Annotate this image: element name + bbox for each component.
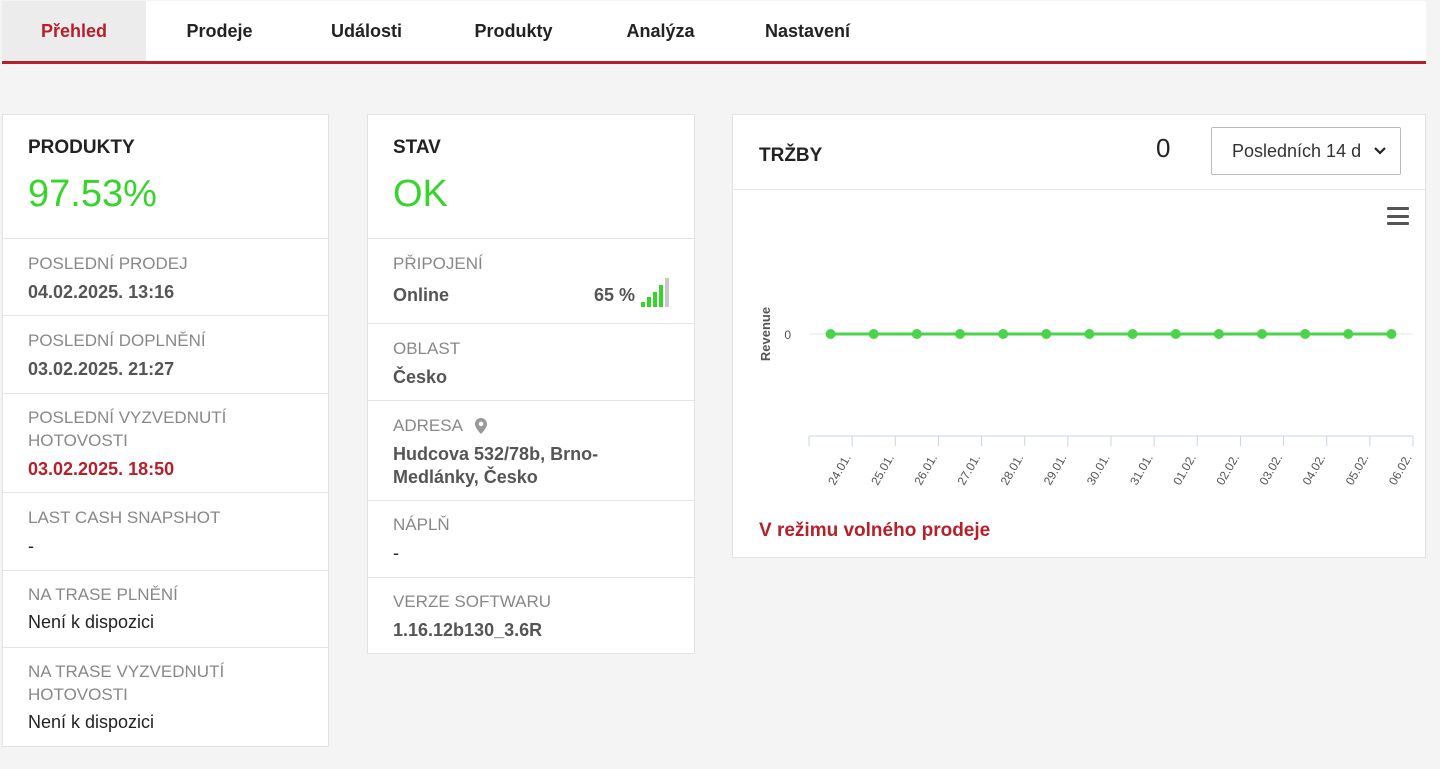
status-title: STAV	[393, 137, 441, 158]
x-tick-label: 28.01.	[998, 452, 1027, 488]
route-cash-row: NA TRASE VYZVEDNUTÍ HOTOVOSTI Není k dis…	[3, 647, 328, 746]
fill-label: NÁPLŇ	[393, 515, 450, 534]
address-row: ADRESA Hudcova 532/78b, Brno-Medlánky, Č…	[368, 400, 694, 500]
area-row: OBLAST Česko	[368, 323, 694, 400]
route-fill-label: NA TRASE PLNĚNÍ	[28, 585, 178, 604]
x-tick-label: 01.02.	[1170, 452, 1199, 488]
data-point	[1300, 329, 1311, 339]
last-refill-label: POSLEDNÍ DOPLNĚNÍ	[28, 331, 206, 350]
last-cash-row: POSLEDNÍ VYZVEDNUTÍ HOTOVOSTI 03.02.2025…	[3, 393, 328, 492]
area-value: Česko	[393, 367, 448, 387]
connection-label: PŘIPOJENÍ	[393, 254, 483, 273]
address-label: ADRESA	[393, 416, 463, 435]
status-value: OK	[393, 173, 448, 215]
products-summary: PRODUKTY 97.53%	[3, 115, 328, 238]
period-selected-value: Posledních 14 dní	[1232, 140, 1377, 161]
main-tabs: Přehled Prodeje Události Produkty Analýz…	[2, 1, 1426, 64]
x-tick-label: 25.01.	[868, 452, 897, 488]
chart-menu-icon[interactable]	[1387, 207, 1409, 225]
data-point	[1127, 329, 1138, 339]
data-point	[955, 329, 965, 339]
data-point	[1170, 329, 1181, 339]
x-tick-label: 27.01.	[954, 452, 983, 488]
area-label: OBLAST	[393, 339, 461, 358]
data-point	[1343, 329, 1354, 339]
cash-snapshot-value: -	[28, 536, 34, 556]
signal-strength-icon	[641, 277, 669, 307]
tab-nastaveni[interactable]: Nastavení	[764, 20, 851, 41]
fill-row: NÁPLŇ -	[368, 500, 694, 577]
route-fill-value: Není k dispozici	[28, 612, 155, 632]
data-point	[1084, 329, 1095, 339]
software-label: VERZE SOFTWARU	[393, 592, 552, 611]
x-tick-label: 26.01.	[911, 452, 940, 488]
data-point	[825, 329, 836, 339]
data-point	[1386, 329, 1397, 339]
data-point	[911, 329, 922, 339]
revenue-total: 0	[1156, 133, 1171, 163]
period-select[interactable]: Posledních 14 dní	[1211, 127, 1401, 175]
products-title: PRODUKTY	[28, 137, 135, 158]
x-tick-label: 24.01.	[825, 452, 854, 488]
free-sale-mode-note: V režimu volného prodeje	[759, 520, 991, 541]
x-tick-label: 02.02.	[1213, 452, 1242, 488]
revenue-title: TRŽBY	[759, 145, 823, 166]
last-sale-value: 04.02.2025. 13:16	[28, 282, 175, 302]
tab-udalosti[interactable]: Události	[330, 20, 402, 41]
revenue-card: TRŽBY 0 Posledních 14 dní 0 Revenue 24.01.…	[732, 114, 1426, 558]
products-percentage: 97.53%	[28, 173, 157, 215]
data-point	[1257, 329, 1267, 339]
software-row: VERZE SOFTWARU 1.16.12b130_3.6R	[368, 577, 694, 653]
route-cash-label: NA TRASE VYZVEDNUTÍ HOTOVOSTI	[28, 662, 225, 704]
tab-prehled[interactable]: Přehled	[2, 1, 146, 61]
address-value: Hudcova 532/78b, Brno-Medlánky, Česko	[393, 444, 599, 487]
cash-snapshot-row: LAST CASH SNAPSHOT -	[3, 492, 328, 570]
x-tick-label: 30.01.	[1084, 452, 1113, 488]
x-tick-label: 05.02.	[1343, 452, 1372, 488]
software-value: 1.16.12b130_3.6R	[393, 620, 543, 640]
y-tick-label: 0	[784, 328, 791, 342]
revenue-chart: 0 Revenue 24.01. 25.01. 26.01. 27.01. 28.01. 29…	[758, 307, 1415, 488]
status-card: STAV OK PŘIPOJENÍ Online 65 % OBLAST Čes…	[367, 114, 695, 654]
data-point	[998, 329, 1009, 339]
signal-percent: 65 %	[593, 285, 635, 305]
tab-analyza[interactable]: Analýza	[626, 20, 695, 41]
last-sale-row: POSLEDNÍ PRODEJ 04.02.2025. 13:16	[3, 238, 328, 315]
data-point	[1041, 329, 1052, 339]
last-sale-label: POSLEDNÍ PRODEJ	[28, 254, 188, 273]
x-tick-label: 04.02.	[1300, 452, 1329, 488]
cash-snapshot-label: LAST CASH SNAPSHOT	[28, 508, 221, 527]
route-cash-value: Není k dispozici	[28, 712, 155, 732]
data-point	[1213, 329, 1224, 339]
last-cash-value: 03.02.2025. 18:50	[28, 459, 175, 479]
y-axis-label: Revenue	[758, 307, 773, 361]
x-tick-label: 06.02.	[1386, 452, 1415, 488]
revenue-header: TRŽBY 0 Posledních 14 dní	[733, 115, 1425, 190]
x-tick-label: 03.02.	[1256, 452, 1285, 488]
fill-value: -	[393, 543, 399, 563]
x-tick-label: 29.01.	[1041, 452, 1070, 488]
last-cash-label: POSLEDNÍ VYZVEDNUTÍ HOTOVOSTI	[28, 408, 227, 450]
tab-prodeje[interactable]: Prodeje	[186, 20, 253, 41]
products-card: PRODUKTY 97.53% POSLEDNÍ PRODEJ 04.02.20…	[2, 114, 329, 747]
chevron-down-icon	[1374, 147, 1386, 155]
connection-value: Online	[393, 285, 450, 305]
last-refill-value: 03.02.2025. 21:27	[28, 359, 175, 379]
tab-produkty[interactable]: Produkty	[474, 20, 553, 41]
map-pin-icon	[474, 417, 487, 434]
data-point	[868, 329, 879, 339]
status-summary: STAV OK	[368, 115, 694, 238]
connection-row: PŘIPOJENÍ Online 65 %	[368, 238, 694, 323]
x-tick-label: 31.01.	[1127, 452, 1156, 488]
route-fill-row: NA TRASE PLNĚNÍ Není k dispozici	[3, 570, 328, 647]
last-refill-row: POSLEDNÍ DOPLNĚNÍ 03.02.2025. 21:27	[3, 315, 328, 393]
